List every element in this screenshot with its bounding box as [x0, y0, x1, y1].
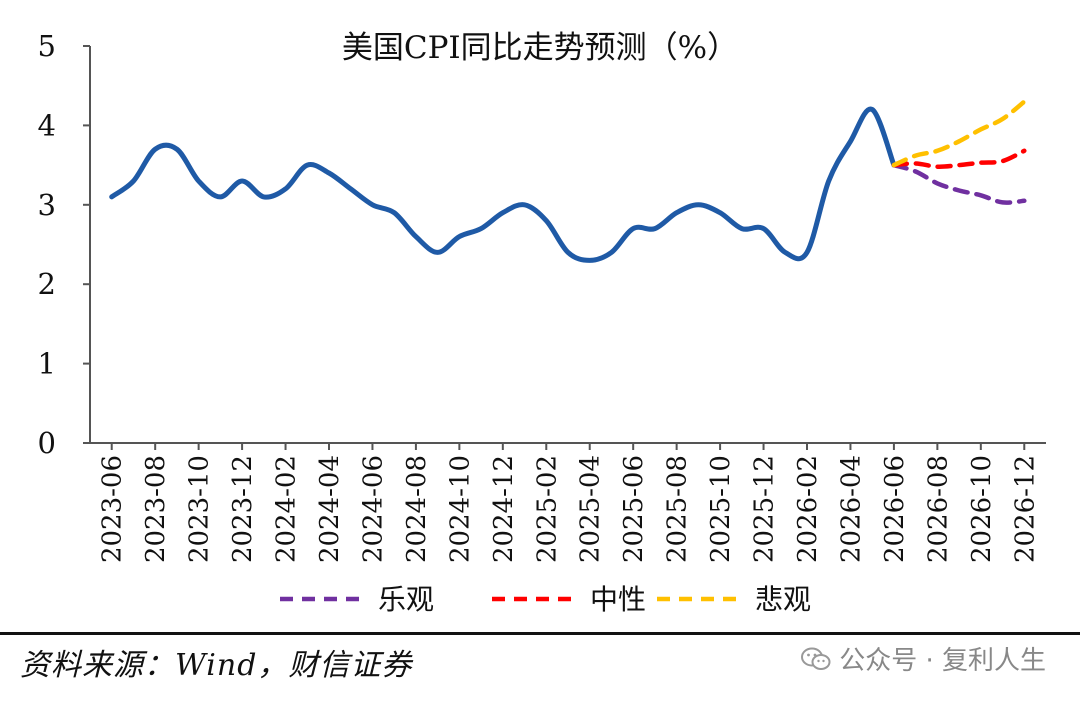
x-tick-label: 2025-04 — [576, 455, 606, 563]
y-tick-label: 4 — [38, 108, 56, 142]
legend-label: 悲观 — [755, 583, 811, 616]
plot-lines — [109, 99, 1027, 263]
x-tick-label: 2024-06 — [358, 455, 388, 563]
x-tick-label: 2025-10 — [706, 455, 736, 563]
y-tick-label: 2 — [38, 267, 56, 301]
series-line-actual — [109, 106, 897, 263]
y-tick-label: 5 — [38, 29, 56, 63]
x-tick-label: 2024-12 — [489, 455, 519, 563]
x-tick-label: 2024-04 — [315, 455, 345, 563]
x-tick-label: 2023-10 — [185, 455, 215, 563]
series-line-3 — [891, 99, 1027, 168]
watermark-text: 公众号 · 复利人生 — [839, 646, 1046, 676]
x-tick-label: 2023-08 — [141, 455, 171, 563]
x-tick-label: 2026-06 — [880, 455, 910, 563]
x-tick-label: 2026-10 — [967, 455, 997, 563]
x-tick-label: 2025-06 — [619, 455, 649, 563]
x-tick-label: 2024-02 — [272, 455, 302, 563]
y-tick-label: 3 — [38, 188, 56, 222]
legend-label: 中性 — [590, 583, 646, 616]
watermark: 公众号 · 复利人生 — [801, 640, 1046, 677]
x-tick-label: 2026-02 — [793, 455, 823, 563]
x-tick-label: 2023-06 — [98, 455, 128, 563]
x-tick-label: 2026-04 — [836, 455, 866, 563]
chart-title: 美国CPI同比走势预测（%） — [342, 30, 738, 66]
x-tick-label: 2026-12 — [1010, 455, 1040, 563]
series-line-2 — [891, 148, 1027, 169]
y-tick-label: 1 — [38, 347, 56, 381]
x-tick-label: 2025-08 — [663, 455, 693, 563]
x-tick-label: 2025-02 — [532, 455, 562, 563]
x-tick-label: 2024-10 — [445, 455, 475, 563]
x-tick-label: 2026-08 — [923, 455, 953, 563]
x-tick-label: 2025-12 — [750, 455, 780, 563]
cpi-forecast-chart: 美国CPI同比走势预测（%） 0 1 2 3 4 5 2023-06 2023-08 2023-… — [38, 29, 1046, 616]
wechat-icon — [801, 647, 831, 670]
x-tick-label: 2024-08 — [402, 455, 432, 563]
y-tick-label: 0 — [38, 426, 56, 460]
source-note: 资料来源：Wind，财信证券 — [20, 648, 413, 683]
x-tick-label: 2023-12 — [228, 455, 258, 563]
legend: 乐观 中性 悲观 — [280, 583, 811, 616]
source-divider — [0, 632, 1080, 635]
axes: 0 1 2 3 4 5 2023-06 2023-08 2023-10 2023-12 2024-0… — [38, 29, 1046, 563]
series-line-1 — [891, 162, 1027, 205]
legend-label: 乐观 — [378, 583, 434, 616]
